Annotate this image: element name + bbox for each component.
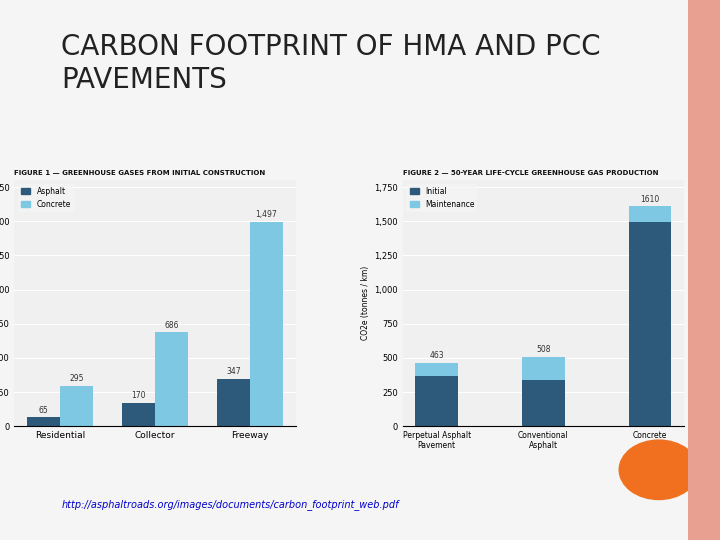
Bar [250,221,283,426]
Y-axis label: CO2e (tonnes / km): CO2e (tonnes / km) [361,266,370,340]
Text: 1,497: 1,497 [256,210,277,219]
Text: 686: 686 [164,321,179,330]
Bar [217,379,250,426]
Text: http://asphaltroads.org/images/documents/carbon_footprint_web.pdf: http://asphaltroads.org/images/documents… [61,499,399,510]
Text: 170: 170 [131,392,145,401]
Text: FIGURE 2 — 50-YEAR LIFE-CYCLE GREENHOUSE GAS PRODUCTION: FIGURE 2 — 50-YEAR LIFE-CYCLE GREENHOUSE… [402,170,658,176]
Text: 463: 463 [429,352,444,361]
Bar [629,206,671,221]
Bar [155,333,188,426]
Bar [122,403,155,426]
Bar [522,357,564,380]
Text: 508: 508 [536,345,551,354]
Text: FIGURE 1 — GREENHOUSE GASES FROM INITIAL CONSTRUCTION: FIGURE 1 — GREENHOUSE GASES FROM INITIAL… [14,170,266,176]
Bar [60,386,94,426]
Legend: Asphalt, Concrete: Asphalt, Concrete [18,184,74,212]
Bar [27,417,60,426]
Text: 295: 295 [70,374,84,383]
Bar [629,221,671,426]
Text: CARBON FOOTPRINT OF HMA AND PCC
PAVEMENTS: CARBON FOOTPRINT OF HMA AND PCC PAVEMENT… [61,33,601,94]
Text: 1610: 1610 [640,195,660,204]
Bar [522,380,564,426]
Bar [415,363,458,376]
Text: 65: 65 [39,406,49,415]
Bar [415,376,458,426]
Legend: Initial, Maintenance: Initial, Maintenance [407,184,477,212]
Text: 347: 347 [226,367,240,376]
